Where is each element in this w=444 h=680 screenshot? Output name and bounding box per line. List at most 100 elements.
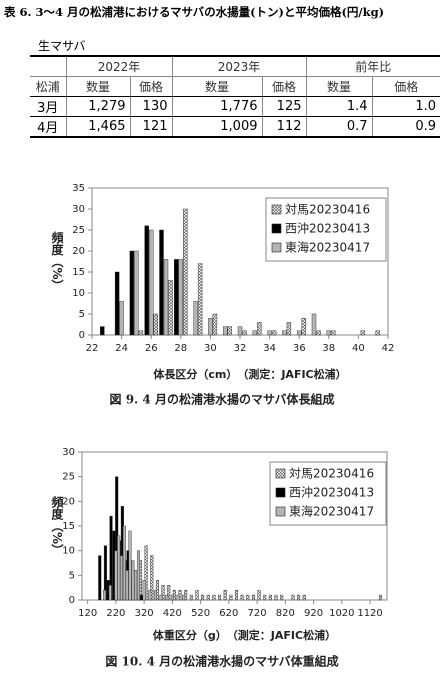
bar (212, 594, 216, 601)
cell: 1,279 (65, 96, 130, 117)
cell: 4月 (30, 116, 66, 138)
x-tick-label: 620 (219, 608, 238, 619)
y-tick-label: 25 (62, 472, 75, 483)
legend-swatch (271, 223, 282, 234)
legend-label: 対馬20230416 (289, 467, 374, 481)
bar (163, 259, 169, 336)
cell: 1,776 (171, 96, 262, 117)
bar (242, 330, 247, 336)
figure-caption: 図 10. 4 月の松浦港水揚のマサバ体重組成 (105, 654, 338, 669)
bar (117, 535, 121, 601)
header-cell: 松浦 (30, 76, 66, 97)
bar (150, 555, 154, 601)
x-axis-label: 体重区分（g） （測定：JAFIC松浦） (153, 628, 336, 642)
x-tick-label: 1120 (357, 608, 382, 619)
y-tick-label: 0 (79, 330, 85, 341)
bar (234, 589, 238, 601)
bar (193, 301, 198, 336)
cell: 1,009 (171, 116, 262, 138)
bar (170, 594, 174, 601)
bar (153, 313, 158, 336)
bar (267, 330, 272, 336)
x-tick-label: 920 (304, 608, 323, 619)
bar (282, 330, 287, 336)
bar (360, 330, 366, 336)
bar (134, 250, 139, 336)
bar (165, 594, 169, 601)
x-tick-label: 38 (322, 343, 335, 354)
header-cell: 価格 (129, 76, 172, 97)
cell: 0.7 (305, 116, 372, 138)
bar (271, 330, 277, 336)
bar (286, 322, 292, 336)
bar (131, 560, 135, 601)
header-cell: 価格 (371, 76, 440, 97)
y-axis-label: 頻度（%） (50, 230, 64, 291)
cell: 112 (261, 116, 306, 138)
bar (257, 589, 261, 601)
y-tick-label: 30 (72, 204, 85, 215)
y-axis-label: 頻度（%） (50, 495, 64, 556)
bar (257, 322, 262, 336)
bar (100, 326, 105, 336)
bar (302, 594, 306, 601)
legend-swatch (271, 242, 282, 253)
x-tick-label: 720 (248, 608, 267, 619)
data-row: 4月 1,465 121 1,009 112 0.7 0.9 (30, 116, 440, 138)
legend-swatch (275, 506, 286, 517)
bar (142, 580, 146, 601)
bar (208, 318, 213, 336)
bar (120, 555, 124, 601)
bar (114, 271, 120, 336)
table-caption: 生マサバ (38, 39, 86, 53)
x-tick-label: 40 (352, 343, 365, 354)
legend-swatch (275, 487, 286, 498)
legend-box (265, 197, 387, 262)
cell: 0.9 (371, 116, 440, 138)
table-title: 表 6. 3～4 月の松浦港におけるマサバの水揚量(トン)と平均価格(円/kg) (4, 5, 385, 19)
bar (297, 594, 301, 601)
bar (136, 550, 140, 601)
y-tick-label: 10 (72, 288, 85, 299)
bar (122, 525, 126, 601)
y-tick-label: 0 (69, 595, 75, 606)
bar (176, 594, 180, 601)
bar (331, 330, 336, 336)
legend-label: 西沖20230413 (289, 486, 374, 500)
bar (246, 594, 250, 601)
bar (375, 330, 380, 336)
bar (206, 594, 210, 601)
x-tick-label: 30 (204, 343, 217, 354)
bar (103, 589, 107, 601)
bar (212, 313, 218, 336)
legend-swatch (271, 204, 282, 215)
header-cell: 2023年 (171, 55, 306, 77)
y-tick-label: 10 (62, 546, 75, 557)
y-tick-label: 5 (79, 309, 85, 320)
header-cell: 数量 (171, 76, 262, 97)
cell: 1,465 (65, 116, 130, 138)
bar (189, 594, 193, 601)
bar (311, 313, 317, 336)
figure-caption: 図 9. 4 月の松浦港水揚のマサバ体長組成 (110, 392, 335, 407)
bar (223, 589, 227, 601)
bar (144, 225, 149, 336)
bar (168, 280, 173, 336)
legend-label: 東海20230417 (289, 504, 374, 519)
y-tick-label: 20 (72, 246, 85, 257)
subheader-row: 松浦 数量 価格 数量 価格 数量 価格 (30, 76, 440, 97)
bar (134, 570, 138, 601)
bar (227, 326, 232, 336)
x-tick-label: 42 (382, 343, 395, 354)
x-tick-label: 26 (145, 343, 158, 354)
cell: 3月 (30, 96, 66, 117)
bar (148, 589, 152, 601)
bar (237, 326, 243, 336)
x-tick-label: 36 (293, 343, 306, 354)
bar (182, 594, 186, 601)
bar (326, 330, 331, 336)
x-tick-label: 22 (86, 343, 99, 354)
cell: 1.0 (371, 96, 440, 117)
bar (114, 550, 118, 601)
bar (98, 555, 102, 601)
